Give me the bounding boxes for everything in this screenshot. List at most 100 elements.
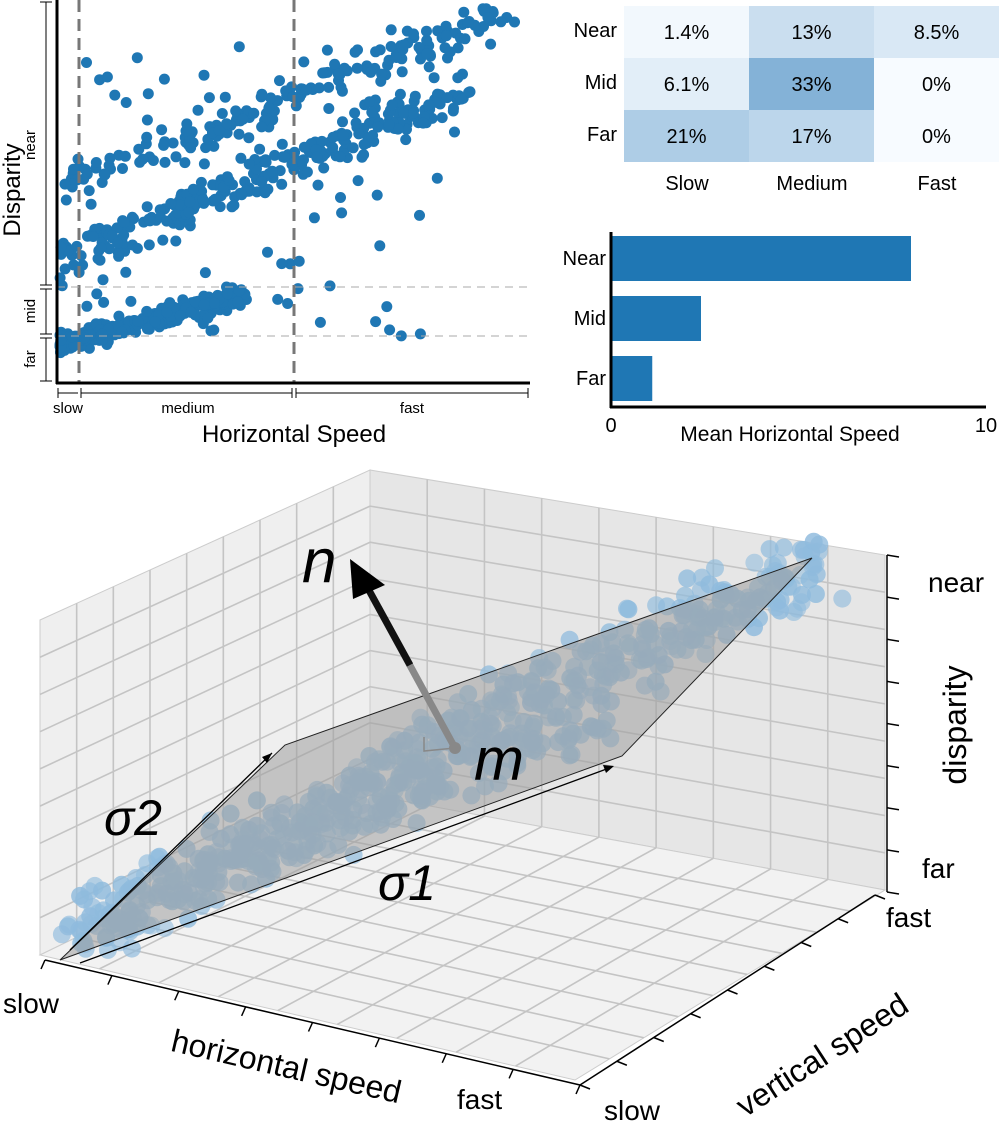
scatter2d-point — [59, 263, 71, 275]
scatter2d-point — [455, 32, 466, 44]
sigma1-annotation: σ1 — [378, 855, 436, 911]
scatter2d-point — [120, 97, 132, 108]
scatter2d-point — [358, 139, 370, 150]
scatter2d-point — [256, 121, 268, 133]
heatmap-cell — [874, 58, 999, 110]
scatter2d-point — [323, 81, 335, 93]
scatter2d-point — [327, 131, 339, 143]
axis-tick — [886, 807, 900, 811]
scatter3d-point — [745, 553, 764, 572]
axis-tick — [800, 941, 812, 948]
scatter2d-points — [54, 3, 520, 359]
scatter2d-point — [144, 215, 156, 227]
scatter2d-point — [509, 16, 520, 28]
scatter2d-point — [137, 153, 149, 165]
scatter2d-point — [452, 72, 464, 84]
grid-line — [455, 868, 771, 1053]
scatter2d-point — [374, 44, 386, 56]
scatter2d-point — [78, 332, 90, 344]
sigma2-arrowhead — [262, 753, 272, 763]
scatter2d-point — [189, 296, 201, 308]
scatter2d-point — [164, 297, 176, 309]
scatter3d-point — [60, 915, 79, 934]
scatter3d-point — [706, 559, 724, 578]
scatter3d-point — [676, 586, 694, 605]
axis-tick — [575, 1084, 581, 1095]
scatter2d-point — [260, 154, 272, 166]
x-bin-fast: fast — [400, 400, 425, 417]
scatter2d-point — [192, 104, 204, 116]
scatter2d-point — [125, 295, 137, 307]
axis-tick — [874, 894, 886, 900]
y-tick-fast: fast — [886, 902, 931, 933]
scatter2d-point — [335, 192, 346, 203]
bar-far — [611, 356, 653, 401]
grid-line — [113, 918, 645, 1039]
scatter2d-point — [158, 73, 170, 85]
scatter2d-point — [256, 88, 268, 100]
scatter2d-point — [141, 201, 153, 213]
scatter2d-point — [103, 243, 115, 255]
heatmap-col-slow: Slow — [665, 173, 709, 195]
axis-tick — [886, 596, 900, 600]
scatter2d-point — [183, 206, 195, 218]
scatter2d-point — [174, 310, 186, 322]
scatter2d-point — [323, 103, 335, 114]
scatter2d-point — [298, 56, 310, 68]
scatter2d-x-label: Horizontal Speed — [202, 421, 386, 448]
axis-tick — [764, 965, 775, 971]
scatter2d-point — [117, 163, 128, 174]
scatter2d-point — [118, 229, 130, 241]
scatter2d-point — [170, 235, 182, 247]
x-bin-medium: medium — [161, 400, 214, 417]
sigma1-arrowhead — [603, 765, 614, 773]
normal-vector-arrowhead — [350, 559, 385, 599]
scatter2d-point — [104, 152, 116, 164]
scatter2d-point — [200, 142, 212, 154]
scatter2d-point — [119, 150, 131, 162]
scatter2d-point — [421, 48, 433, 60]
scatter2d-point — [221, 171, 233, 183]
normal-vector-upper — [361, 581, 414, 667]
scatter2d-point — [141, 323, 153, 335]
scatter2d-point — [179, 157, 191, 169]
scatter2d-point — [109, 89, 121, 101]
grid-line — [277, 836, 600, 1012]
axis-tick — [886, 891, 900, 895]
scatter2d-point — [318, 162, 330, 174]
scatter2d-point — [184, 196, 196, 208]
axis-tick — [174, 990, 180, 1001]
scatter2d-point — [386, 99, 398, 111]
scatter2d-point — [91, 288, 103, 300]
scatter2d-point — [458, 6, 470, 18]
sigma2-arrow — [69, 752, 273, 951]
scatter2d-point — [202, 312, 214, 324]
scatter2d-svg: near mid far slow medium fast Horizontal… — [0, 0, 530, 448]
heatmap-cell — [624, 6, 749, 58]
scatter2d-point — [68, 163, 79, 175]
axis-tick — [616, 1060, 628, 1066]
scatter2d-point — [141, 305, 153, 317]
scatter2d-point — [421, 34, 433, 46]
scatter2d-point — [156, 124, 168, 136]
grid-line — [296, 829, 817, 934]
heatmap-cell — [624, 110, 749, 162]
axis-tick — [727, 989, 738, 995]
scatter2d-point — [161, 306, 173, 318]
grid-line — [515, 878, 829, 1067]
scatter2d-point — [374, 240, 386, 252]
scatter2d-point — [440, 30, 452, 42]
scatter2d-point — [237, 113, 249, 125]
grid-line — [39, 505, 371, 658]
scatter2d-point — [440, 20, 452, 32]
scatter2d-point — [256, 176, 268, 188]
scatter2d-point — [407, 107, 419, 119]
scatter2d-point — [90, 157, 102, 168]
scatter2d-point — [449, 126, 460, 138]
scatter2d-y-label: Disparity — [0, 143, 26, 236]
grid-line — [396, 857, 714, 1040]
grid-line — [39, 577, 371, 733]
scatter2d-point — [118, 217, 130, 228]
scatter2d-point — [327, 141, 339, 153]
scatter2d-point — [185, 306, 197, 318]
